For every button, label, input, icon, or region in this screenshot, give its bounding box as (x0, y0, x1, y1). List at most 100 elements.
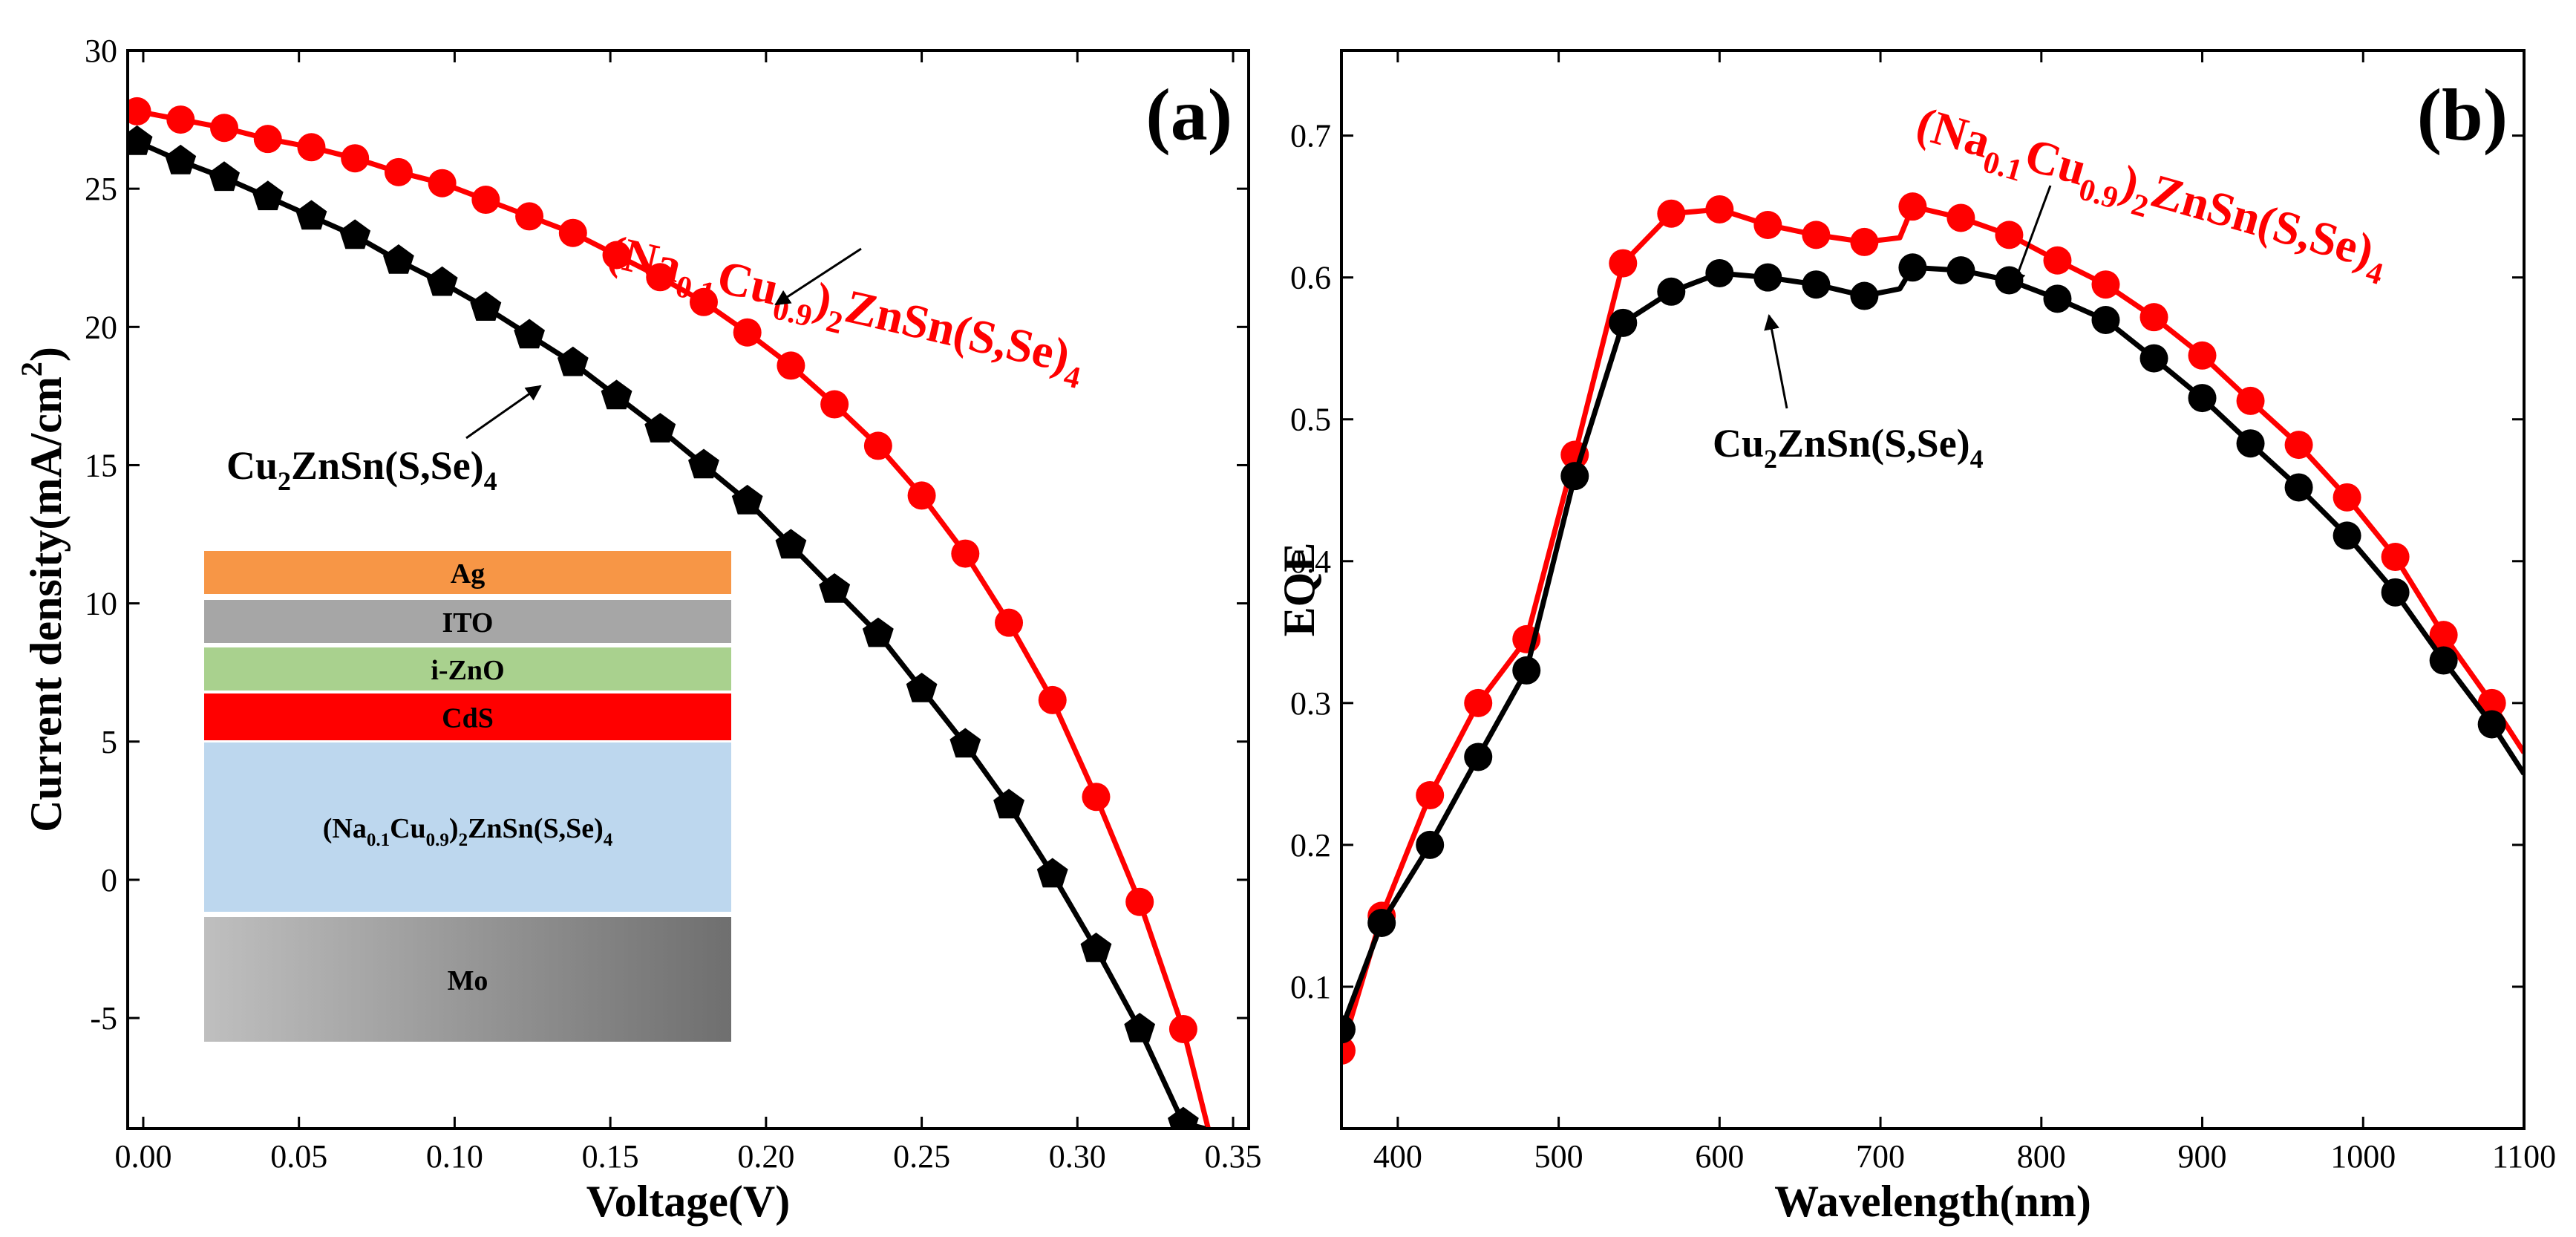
layer-label: (Na0.1Cu0.9)2ZnSn(S,Se)4 (323, 813, 613, 850)
layer-ito (204, 600, 731, 643)
data-point (1125, 887, 1154, 916)
x-tick-label: 600 (1695, 1138, 1744, 1175)
data-point (951, 539, 980, 568)
data-point (862, 617, 894, 647)
data-point (252, 180, 284, 211)
layer-na0-1cu0-9-2znsn-s-se-4 (204, 742, 731, 912)
y-tick-label: -5 (90, 1000, 117, 1037)
y-tick-label: 0.2 (1290, 827, 1331, 864)
series-label-czts: Cu2ZnSn(S,Se)4 (226, 443, 497, 496)
data-point (646, 263, 675, 292)
data-point (1995, 221, 2024, 249)
data-point (1753, 263, 1782, 292)
data-point (1367, 908, 1396, 937)
y-axis-title: EQE (1275, 543, 1324, 637)
data-point (2139, 303, 2168, 332)
data-point (471, 186, 500, 215)
x-tick-label: 0.35 (1205, 1138, 1262, 1175)
data-point (339, 219, 371, 249)
panel-label: (b) (2417, 74, 2508, 156)
y-tick-label: 15 (85, 447, 117, 483)
x-tick-label: 500 (1534, 1138, 1583, 1175)
x-tick-label: 900 (2178, 1138, 2227, 1175)
data-point (1080, 933, 1112, 962)
y-tick-label: 30 (85, 33, 117, 69)
x-tick-label: 0.10 (426, 1138, 483, 1175)
data-point (128, 125, 153, 155)
data-point (1946, 203, 1975, 232)
data-point (1850, 227, 1879, 256)
data-point (2091, 270, 2120, 299)
data-point (1124, 1013, 1156, 1042)
data-point (688, 448, 719, 479)
data-point (557, 346, 589, 376)
data-point (1705, 258, 1734, 287)
data-point (210, 114, 239, 143)
series-label-na-doped: (Na0.1Cu0.9)2ZnSn(S,Se)4 (1908, 97, 2394, 292)
data-point (1850, 281, 1879, 310)
x-tick-label: 0.00 (114, 1138, 171, 1175)
data-point (1657, 199, 1686, 228)
data-point (558, 218, 587, 247)
x-tick-label: 700 (1856, 1138, 1905, 1175)
data-point (819, 573, 851, 603)
data-point (2043, 246, 2072, 275)
data-point (128, 97, 151, 125)
y-tick-label: 0.4 (1290, 544, 1331, 580)
data-point (2284, 473, 2313, 502)
data-point (775, 529, 807, 559)
data-point (602, 241, 631, 270)
data-point (1946, 256, 1975, 285)
data-point (2284, 431, 2313, 460)
series-label-na-doped: (Na0.1Cu0.9)2ZnSn(S,Se)4 (601, 224, 1091, 396)
data-point (1464, 742, 1493, 771)
x-axis-title: Voltage(V) (586, 1177, 790, 1226)
data-point (209, 161, 240, 192)
x-tick-label: 0.05 (270, 1138, 327, 1175)
data-point (1036, 858, 1068, 888)
data-point (383, 244, 414, 274)
data-point (2333, 483, 2361, 512)
y-tick-label: 20 (85, 309, 117, 345)
x-tick-label: 400 (1373, 1138, 1422, 1175)
data-point (1898, 253, 1927, 282)
data-point (2381, 578, 2410, 607)
data-point (1038, 685, 1067, 714)
y-tick-label: 0.7 (1290, 118, 1331, 154)
layer-label: ITO (442, 607, 493, 639)
data-point (253, 125, 282, 154)
layer-label: Ag (451, 558, 485, 590)
data-point (295, 200, 327, 230)
plot-frame (1340, 49, 2526, 1130)
data-point (1609, 308, 1638, 337)
data-point (906, 673, 938, 702)
series-czts-reference (128, 125, 1206, 1129)
data-point (993, 789, 1024, 819)
annotation-arrow (774, 247, 862, 306)
data-point (1168, 1106, 1199, 1129)
y-tick-label: 5 (101, 724, 117, 760)
data-point (1802, 221, 1831, 249)
layer-ag (204, 551, 731, 594)
y-tick-label: 0.1 (1290, 969, 1331, 1005)
annotation-arrow (1764, 313, 1788, 409)
annotation-arrow (465, 385, 542, 440)
data-point (2477, 688, 2506, 717)
data-point (384, 157, 413, 186)
data-point (2381, 543, 2410, 572)
data-point (2333, 521, 2361, 550)
data-point (820, 390, 849, 419)
data-point (514, 319, 545, 349)
y-tick-label: 0.5 (1290, 402, 1331, 438)
x-tick-label: 800 (2017, 1138, 2066, 1175)
data-point (1416, 830, 1445, 859)
data-point (166, 105, 195, 134)
data-point (1512, 656, 1541, 685)
data-point (1609, 249, 1638, 278)
x-tick-label: 1000 (2330, 1138, 2396, 1175)
x-tick-label: 1100 (2492, 1138, 2556, 1175)
panel-b-eqe-chart: 400 500 600 700 800 900 1000 1100 0.1 0.2 0.3 0.4 0.… (1275, 49, 2556, 1226)
data-point (2043, 284, 2072, 313)
device-structure-inset: Ag ITO i-ZnO CdS (Na0.1Cu0.9)2ZnSn(S,Se)4 Mo (204, 551, 731, 1042)
